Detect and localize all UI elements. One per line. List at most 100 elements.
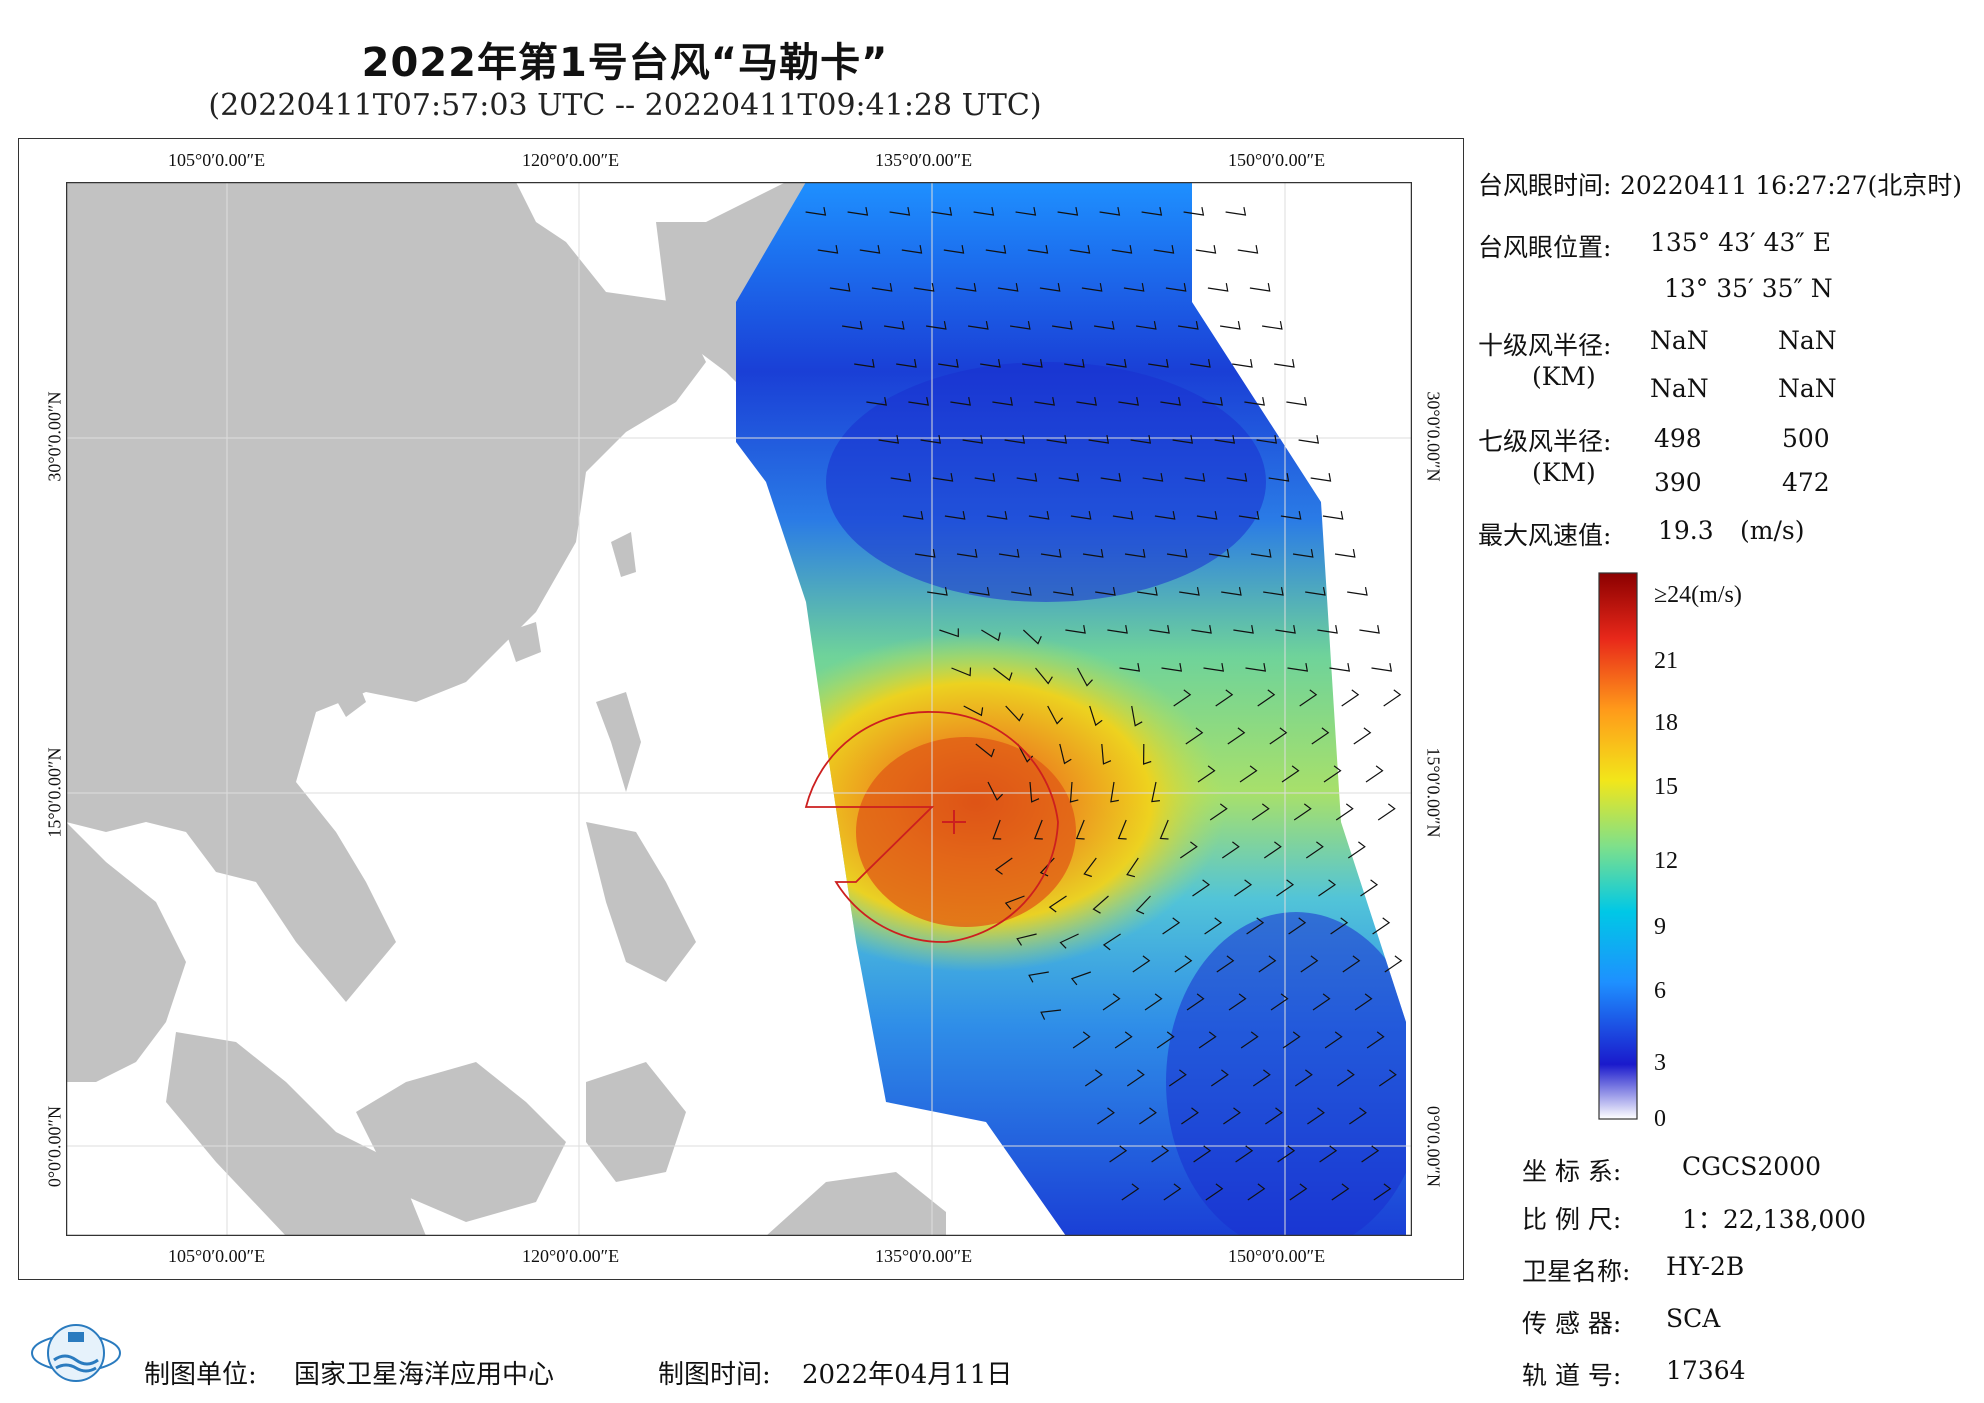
wind-barb-icon bbox=[1132, 955, 1151, 973]
wind-barb-icon bbox=[1247, 1183, 1266, 1201]
wind-barb-icon bbox=[938, 358, 959, 368]
wind-barb-icon bbox=[866, 396, 887, 406]
wind-barb-icon bbox=[1331, 1183, 1350, 1201]
wind-barb-icon bbox=[1130, 434, 1152, 444]
lon-label-top-105: 105°0′0.00″E bbox=[168, 150, 266, 170]
wind-barb-icon bbox=[1277, 1145, 1296, 1163]
wind-barb-icon bbox=[1240, 1031, 1259, 1049]
colorbar-tick-6: 6 bbox=[1654, 978, 1666, 1004]
wind-barb-icon bbox=[1109, 1145, 1128, 1163]
producer-value: 国家卫星海洋应用中心 bbox=[294, 1360, 555, 1390]
colorbar-top-label: ≥24(m/s) bbox=[1654, 582, 1742, 608]
lat-label-left-30: 30°0′0.00″N bbox=[44, 391, 65, 482]
wind-barb-icon bbox=[1072, 1031, 1091, 1049]
wind-barb-icon bbox=[1324, 1031, 1343, 1049]
map-frame bbox=[18, 138, 1464, 1280]
wind-barb-icon bbox=[1322, 510, 1344, 520]
wind-barb-icon bbox=[997, 282, 1019, 292]
wind-barb-icon bbox=[1185, 727, 1204, 745]
wind-barb-icon bbox=[1192, 879, 1211, 897]
wind-barb-icon bbox=[1184, 472, 1206, 482]
wind-barb-icon bbox=[1028, 971, 1049, 983]
wind-barb-icon bbox=[854, 358, 875, 368]
wind-barb-icon bbox=[1162, 917, 1181, 935]
wind-barb-icon bbox=[1022, 629, 1042, 645]
wind-barb-icon bbox=[1221, 586, 1242, 596]
wind-barb-icon bbox=[1265, 1107, 1283, 1125]
lat-label-right-0: 0°0′0.00″N bbox=[1423, 1105, 1444, 1188]
wind-barb-icon bbox=[993, 667, 1013, 682]
lat-label-right-15: 15°0′0.00″N bbox=[1423, 747, 1444, 838]
colorbar-tick-0: 0 bbox=[1654, 1106, 1666, 1132]
wind-barb-icon bbox=[1237, 244, 1259, 254]
wind-barb-icon bbox=[1181, 1107, 1199, 1125]
producer-label: 制图单位: bbox=[144, 1360, 257, 1390]
lat-label-right-30: 30°0′0.00″N bbox=[1423, 391, 1444, 482]
wind-barb-icon bbox=[944, 510, 966, 520]
wind-radius-7-circle bbox=[804, 711, 1059, 943]
wind-barb-icon bbox=[1151, 1145, 1170, 1163]
wind-barb-icon bbox=[1270, 993, 1289, 1011]
eye-longitude: 135° 43′ 43″ E bbox=[1650, 228, 1831, 257]
wind-barb-icon bbox=[1209, 803, 1228, 821]
wind-barb-icon bbox=[1251, 803, 1270, 821]
wind-barb-icon bbox=[1121, 1183, 1140, 1201]
wind-barb-icon bbox=[1246, 917, 1265, 935]
wind-barb-icon bbox=[1149, 624, 1170, 634]
wind-barb-icon bbox=[1341, 689, 1360, 707]
wind-barb-icon bbox=[1137, 586, 1158, 596]
wind-barb-icon bbox=[896, 358, 917, 368]
wind-barb-icon bbox=[1095, 586, 1116, 596]
wind-barb-icon bbox=[1318, 879, 1337, 897]
wind-barb-icon bbox=[955, 282, 977, 292]
wind-barb-icon bbox=[1347, 841, 1366, 859]
r10-value-nw: NaN bbox=[1778, 374, 1837, 403]
lon-label-top-150: 150°0′0.00″E bbox=[1228, 150, 1326, 170]
wind-barb-icon bbox=[1280, 510, 1302, 520]
lon-label-bottom-135: 135°0′0.00″E bbox=[875, 1246, 973, 1266]
wind-barb-icon bbox=[1307, 1107, 1325, 1125]
wind-barb-icon bbox=[1099, 206, 1121, 216]
wind-barb-icon bbox=[1245, 662, 1267, 672]
wind-barb-icon bbox=[1202, 396, 1223, 406]
wind-barb-icon bbox=[951, 667, 972, 677]
wind-barb-icon bbox=[1289, 1183, 1308, 1201]
wind-barb-icon bbox=[939, 628, 959, 638]
wind-barb-icon bbox=[1058, 472, 1080, 482]
wind-barb-icon bbox=[998, 548, 1020, 558]
wind-barb-icon bbox=[969, 586, 990, 596]
wind-barb-icon bbox=[1336, 1069, 1355, 1087]
wind-barb-icon bbox=[1156, 1031, 1175, 1049]
wind-barb-icon bbox=[1210, 1069, 1229, 1087]
wind-barb-icon bbox=[1275, 624, 1296, 634]
r7-km-label: (KM) bbox=[1532, 458, 1596, 487]
wind-barb-icon bbox=[1016, 933, 1037, 946]
wind-barb-icon bbox=[1070, 971, 1092, 986]
wind-barb-icon bbox=[920, 434, 942, 444]
wind-barb-icon bbox=[1233, 624, 1254, 634]
wind-barb-icon bbox=[1114, 1031, 1133, 1049]
satellite-value: HY-2B bbox=[1666, 1252, 1745, 1281]
wind-barb-icon bbox=[927, 586, 948, 596]
wind-barb-icon bbox=[1310, 472, 1332, 482]
time-range-subtitle: (20220411T07:57:03 UTC -- 20220411T09:41… bbox=[208, 88, 1042, 123]
wind-barb-icon bbox=[1225, 206, 1247, 216]
wind-barb-icon bbox=[1035, 667, 1053, 685]
wind-barb-icon bbox=[1197, 765, 1216, 783]
colorbar-tick-18: 18 bbox=[1654, 710, 1678, 736]
r10-km-label: (KM) bbox=[1532, 362, 1596, 391]
wind-barb-icon bbox=[1070, 510, 1092, 520]
wind-barb-icon bbox=[878, 434, 900, 444]
r10-value-sw: NaN bbox=[1650, 374, 1709, 403]
wind-barb-icon bbox=[1088, 434, 1110, 444]
wind-barb-icon bbox=[1208, 548, 1230, 558]
wind-barb-icon bbox=[908, 396, 929, 406]
crs-value: CGCS2000 bbox=[1682, 1152, 1821, 1181]
wind-barb-icon bbox=[1076, 667, 1093, 687]
wind-barb-icon bbox=[1359, 624, 1380, 634]
wind-barb-icon bbox=[1281, 765, 1300, 783]
lon-label-bottom-120: 120°0′0.00″E bbox=[522, 1246, 620, 1266]
lon-label-top-120: 120°0′0.00″E bbox=[522, 150, 620, 170]
wind-barb-icon bbox=[1076, 396, 1097, 406]
wind-barb-icon bbox=[1268, 472, 1290, 482]
